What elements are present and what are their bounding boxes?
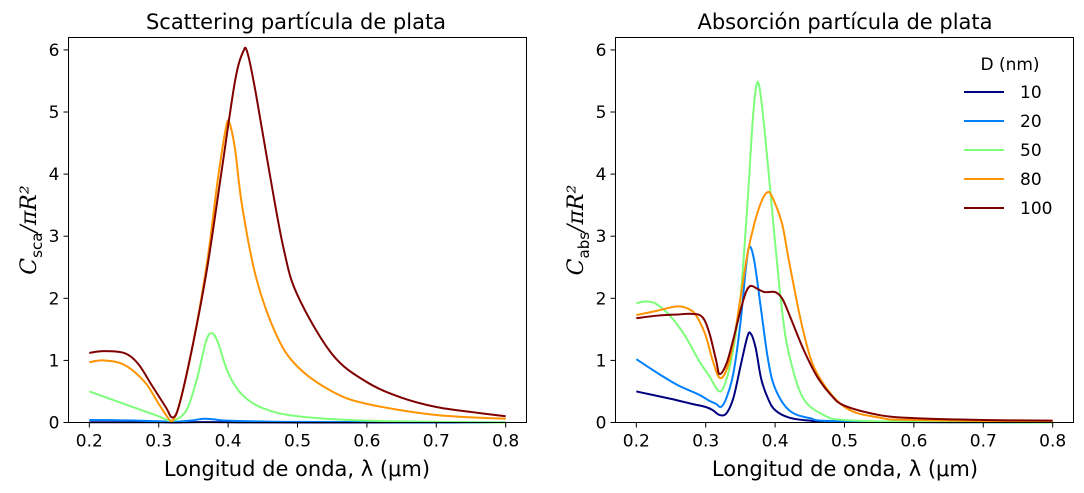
series-line-100 xyxy=(89,46,506,419)
x-tick-label: 0.3 xyxy=(145,432,172,452)
series-line-50 xyxy=(636,81,1053,424)
series-line-10 xyxy=(636,331,1053,424)
x-tick-label: 0.2 xyxy=(623,432,650,452)
x-tick-label: 0.4 xyxy=(762,432,789,452)
y-tick-label: 3 xyxy=(49,227,60,247)
y-tick-label: 1 xyxy=(49,351,60,371)
y-tick-label: 6 xyxy=(596,41,607,61)
y-tick-label: 0 xyxy=(596,414,607,434)
x-tick-label: 0.8 xyxy=(492,432,519,452)
y-tick-label: 4 xyxy=(49,165,60,185)
series-line-80 xyxy=(636,190,1053,423)
legend-title: D (nm) xyxy=(980,55,1039,75)
legend-label-20: 20 xyxy=(1020,112,1042,132)
series-line-100 xyxy=(636,284,1053,422)
x-axis-label: Longitud de onda, λ (μm) xyxy=(712,457,978,481)
chart-title: Scattering partícula de plata xyxy=(146,10,446,34)
y-axis-label: Cabs/πR² xyxy=(564,185,593,276)
plot-area: 0.2 0.3 0.4 0.5 0.6 0.7 0.8 0 1 2 3 4 5 6 xyxy=(49,41,520,452)
legend-entries: 10 20 50 80 100 xyxy=(964,83,1052,219)
legend-label-80: 80 xyxy=(1020,170,1042,190)
y-label-sub: abs xyxy=(575,232,593,259)
legend-label-100: 100 xyxy=(1020,199,1052,219)
chart-scattering: Scattering partícula de plata 0.2 0.3 0.4 0… xyxy=(17,10,527,481)
y-tick-label: 6 xyxy=(49,41,60,61)
y-label-main: C xyxy=(17,258,42,275)
y-label-rest: /πR² xyxy=(17,185,42,234)
series-line-50 xyxy=(88,332,506,424)
x-tick-label: 0.7 xyxy=(423,432,450,452)
x-tick-label: 0.5 xyxy=(831,432,858,452)
legend-label-10: 10 xyxy=(1020,83,1042,103)
y-tick-label: 2 xyxy=(596,289,607,309)
y-label-rest: /πR² xyxy=(564,185,589,234)
x-tick-label: 0.6 xyxy=(353,432,380,452)
y-tick-label: 2 xyxy=(49,289,60,309)
y-label-main: C xyxy=(564,258,589,275)
x-tick-label: 0.3 xyxy=(692,432,719,452)
x-tick-label: 0.4 xyxy=(215,432,242,452)
series-line-20 xyxy=(89,417,506,424)
x-tick-label: 0.5 xyxy=(284,432,311,452)
y-tick-label: 5 xyxy=(596,103,607,123)
y-tick-label: 3 xyxy=(596,227,607,247)
legend-label-50: 50 xyxy=(1020,141,1042,161)
y-axis-label: Csca/πR² xyxy=(17,185,46,274)
x-tick-label: 0.8 xyxy=(1039,432,1066,452)
x-axis-label: Longitud de onda, λ (μm) xyxy=(164,457,430,481)
y-tick-label: 4 xyxy=(596,165,607,185)
chart-absorption: Absorción partícula de plata 0.2 0.3 0.4 0.… xyxy=(564,10,1074,481)
x-tick-label: 0.6 xyxy=(900,432,927,452)
y-tick-label: 0 xyxy=(49,414,60,434)
x-tick-label: 0.7 xyxy=(970,432,997,452)
y-tick-label: 5 xyxy=(49,103,60,123)
series-line-20 xyxy=(635,245,1053,424)
chart-title: Absorción partícula de plata xyxy=(697,10,992,34)
series-line-80 xyxy=(89,119,506,424)
y-tick-label: 1 xyxy=(596,351,607,371)
legend: D (nm) 10 20 50 80 100 xyxy=(964,55,1052,219)
plot-area: 0.2 0.3 0.4 0.5 0.6 0.7 0.8 0 1 2 3 4 5 6 xyxy=(596,41,1067,452)
axes-frame xyxy=(68,37,527,423)
x-tick-label: 0.2 xyxy=(76,432,103,452)
y-label-sub: sca xyxy=(28,233,46,258)
axes-frame xyxy=(615,37,1074,423)
